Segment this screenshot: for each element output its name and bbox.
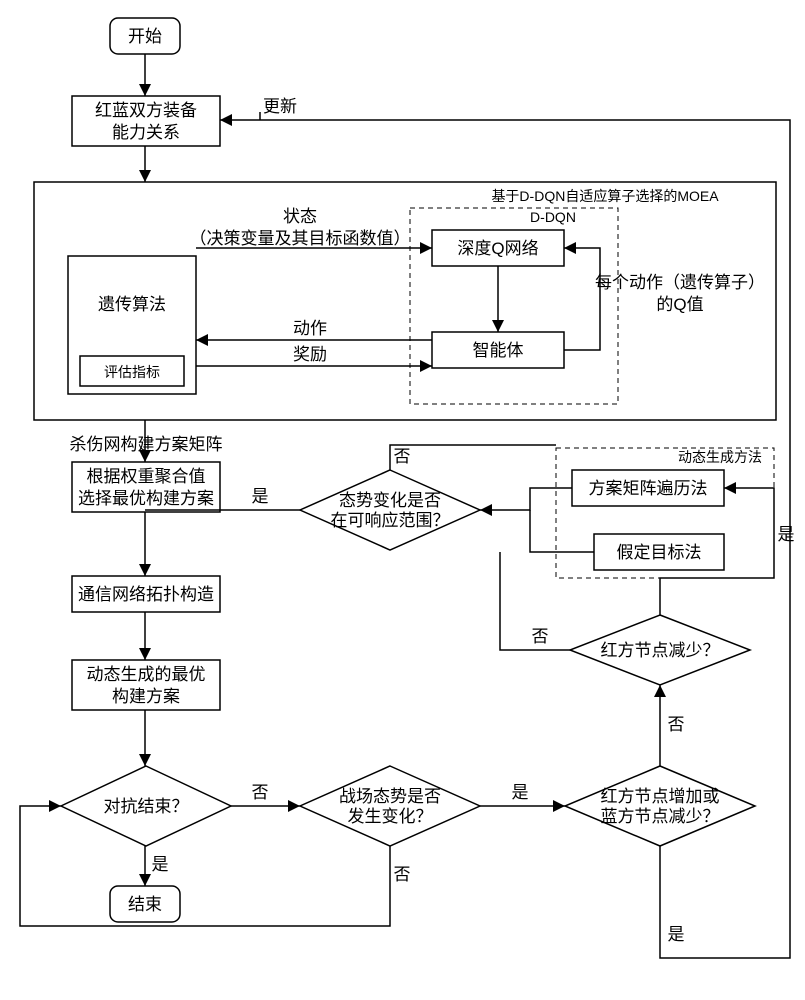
edge-20-label: 是	[512, 783, 529, 802]
battle_q-line1: 发生变化？	[348, 807, 433, 826]
edge-22-label: 是	[668, 925, 685, 944]
reward_lbl: 奖励	[293, 345, 327, 364]
topo-label: 通信网络拓扑构造	[78, 585, 214, 604]
qnet-label: 深度Q网络	[457, 239, 538, 258]
metric-label: 评估指标	[104, 364, 160, 380]
situ_range	[300, 470, 480, 550]
equip-line1: 能力关系	[112, 123, 180, 142]
edge-13	[390, 445, 556, 470]
edge-13-label: 否	[394, 447, 411, 466]
moea_title: 基于D-DQN自适应算子选择的MOEA	[491, 188, 719, 204]
select-line0: 根据权重聚合值	[87, 467, 206, 486]
state_lbl: 状态	[283, 207, 317, 226]
edge-16-label: 是	[778, 525, 795, 544]
dyn_opt-line1: 构建方案	[112, 687, 180, 706]
state_lbl2: （决策变量及其目标函数值）	[190, 229, 411, 248]
ddqn_title: D-DQN	[530, 209, 576, 225]
edge-19-label: 否	[252, 783, 269, 802]
qval_lbl1: 每个动作（遗传算子）	[595, 273, 765, 292]
red_blue_q-line1: 蓝方节点减少？	[601, 807, 720, 826]
red_blue_q-line0: 红方节点增加或	[601, 787, 720, 806]
dyn_title: 动态生成方法	[678, 449, 762, 465]
edge-12-label: 是	[252, 487, 269, 506]
situ_range-line1: 在可响应范围？	[331, 511, 450, 530]
matrix_trav-label: 方案矩阵遍历法	[589, 479, 708, 498]
situ_range-line0: 态势变化是否	[339, 491, 441, 510]
dyn_opt-line0: 动态生成的最优	[87, 665, 206, 684]
end-label: 结束	[128, 895, 162, 914]
battle_q	[300, 766, 480, 846]
red_reduce-label: 红方节点减少？	[601, 641, 720, 660]
select-line1: 选择最优构建方案	[78, 489, 214, 508]
qval_lbl2: 的Q值	[656, 295, 703, 314]
edge-21	[20, 806, 390, 926]
edge-21-label: 否	[394, 865, 411, 884]
end_q-label: 对抗结束？	[104, 797, 189, 816]
start-label: 开始	[128, 27, 162, 46]
edge-17-label: 否	[668, 715, 685, 734]
red_blue_q	[565, 766, 755, 846]
assume-label: 假定目标法	[617, 543, 702, 562]
ga-label: 遗传算法	[98, 295, 166, 314]
edge-15	[530, 510, 594, 552]
battle_q-line0: 战场态势是否	[339, 787, 441, 806]
agent-label: 智能体	[473, 341, 524, 360]
edge-18-label: 否	[532, 627, 549, 646]
edge-14	[480, 488, 572, 510]
edge-6-label: 是	[152, 855, 169, 874]
action_lbl: 动作	[293, 319, 327, 338]
edge-23-label: 更新	[263, 97, 297, 116]
equip-line0: 红蓝双方装备	[95, 101, 197, 120]
